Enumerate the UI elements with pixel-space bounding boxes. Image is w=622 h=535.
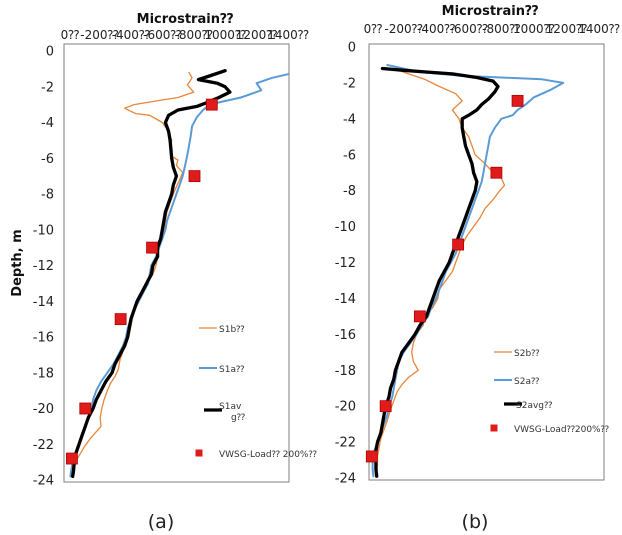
legend-marker-vwsg (195, 449, 203, 457)
panel-b-legend: S2b⁇ S2a⁇ VWSG-Load⁇200%⁇ S2avg⁇ (490, 349, 609, 435)
panel-a-x-tick-label: -400⁇ (112, 28, 150, 42)
vwsg-load-marker (490, 166, 503, 179)
panel-b-x-tick-label: 1200⁇ (546, 22, 588, 36)
panel-a-y-tick-label: -6 (41, 152, 54, 167)
vwsg-load-marker (365, 450, 378, 463)
panel-a-title: Microstrain⁇ (137, 12, 234, 27)
vwsg-load-marker (452, 238, 465, 251)
panel-a-y-tick-labels: 0 -2 -4 -6 -8 -10 -12 -14 -16 -18 -20 -22 -24 (33, 45, 54, 489)
panel-a-plot-frame (63, 43, 290, 483)
panel-b-x-tick-label: 1400⁇ (578, 22, 620, 36)
vwsg-load-marker (379, 400, 392, 413)
panel-b-x-tick-label: -200⁇ (384, 22, 422, 36)
panel-b-y-tick-label: -18 (335, 364, 356, 379)
panel-a-y-tick-label: -14 (33, 295, 54, 310)
legend-marker-vwsg (490, 424, 498, 432)
panel-a-y-tick-label: -12 (33, 259, 54, 274)
panel-b-y-tick-label: -14 (335, 292, 356, 307)
vwsg-load-marker (66, 452, 78, 465)
panel-b-caption: (b) (462, 511, 489, 533)
panel-a-x-tick-label: -800⁇ (175, 28, 213, 42)
panel-b-series (365, 64, 565, 478)
panel-a-y-tick-label: -10 (33, 223, 54, 238)
panel-a-x-tick-label: -200⁇ (80, 28, 118, 42)
panel-a-y-tick-label: -20 (33, 402, 54, 417)
panel-a-y-tick-label: -16 (33, 331, 54, 346)
panel-a-y-axis-label: Depth, m (10, 229, 25, 296)
panel-b-y-tick-label: -24 (335, 472, 356, 487)
legend-label: S1b⁇ (219, 325, 244, 335)
legend-label: S2a⁇ (514, 377, 539, 387)
panel-b-y-tick-label: -20 (335, 400, 356, 415)
panel-b: Microstrain⁇ (b) 0⁇ -200⁇-400⁇-600⁇-800⁇1… (335, 4, 620, 533)
vwsg-load-marker (511, 94, 524, 107)
legend-label: VWSG-Load⁇ 200%⁇ (219, 450, 317, 460)
vwsg-load-marker (188, 170, 201, 183)
panel-b-y-tick-label: -2 (343, 76, 356, 91)
panel-b-y-tick-label: -10 (335, 220, 356, 235)
panel-b-x-tick-label: -600⁇ (450, 22, 488, 36)
panel-a-x-tick-label: 1200⁇ (236, 28, 278, 42)
panel-a-y-tick-label: -4 (41, 116, 54, 131)
panel-b-x-tick-labels: 0⁇ -200⁇-400⁇-600⁇-800⁇1000⁇1200⁇1400⁇ (364, 22, 620, 36)
panel-b-y-tick-label: -16 (335, 328, 356, 343)
panel-b-y-tick-label: -22 (335, 436, 356, 451)
panel-b-x-tick-label: -800⁇ (482, 22, 520, 36)
legend-label: S2avg⁇ (516, 401, 552, 411)
panel-a: Microstrain⁇ Depth, m (a) 0⁇ -200⁇-400⁇-6… (10, 12, 317, 533)
panel-b-plot-frame (368, 43, 605, 481)
panel-b-y-tick-label: -6 (343, 148, 356, 163)
panel-b-y-tick-labels: 0 -2 -4 -6 -8 -10 -12 -14 -16 -18 -20 -22 -24 (335, 41, 356, 487)
panel-a-x-tick-label: 0⁇ (61, 28, 80, 42)
panel-b-x-tick-label: 1000⁇ (513, 22, 555, 36)
panel-a-y-tick-label: -22 (33, 438, 54, 453)
vwsg-load-marker (413, 310, 426, 323)
panel-a-series (66, 69, 289, 479)
panel-b-x-tick-label: 0⁇ (364, 22, 383, 36)
panel-b-y-tick-label: -12 (335, 256, 356, 271)
legend-label: S2b⁇ (514, 349, 539, 359)
panel-b-y-tick-label: 0 (348, 41, 356, 56)
panel-b-x-tick-label: -400⁇ (417, 22, 455, 36)
legend-label: S1av g⁇ (219, 402, 245, 423)
vwsg-load-marker (79, 402, 92, 415)
panel-a-y-tick-label: 0 (46, 45, 54, 60)
panel-a-x-tick-label: -600⁇ (143, 28, 181, 42)
panel-a-legend: S1b⁇ S1a⁇ VWSG-Load⁇ 200%⁇ S1av g⁇ (195, 325, 317, 460)
panel-a-y-tick-label: -2 (41, 80, 54, 95)
panel-a-y-tick-label: -18 (33, 366, 54, 381)
vwsg-load-marker (114, 313, 127, 326)
panel-b-y-tick-label: -8 (343, 184, 356, 199)
legend-label: S1a⁇ (219, 365, 244, 375)
vwsg-load-marker (205, 98, 218, 111)
panel-a-y-tick-label: -8 (41, 188, 54, 203)
panel-a-x-tick-label: 1000⁇ (204, 28, 246, 42)
panel-a-caption: (a) (148, 511, 174, 533)
legend-label: VWSG-Load⁇200%⁇ (514, 425, 609, 435)
panel-a-y-tick-label: -24 (33, 474, 54, 489)
panel-b-title: Microstrain⁇ (442, 4, 539, 19)
panel-a-x-tick-labels: 0⁇ -200⁇-400⁇-600⁇-800⁇1000⁇1200⁇1400⁇ (61, 28, 309, 42)
vwsg-load-marker (146, 241, 158, 254)
panel-b-y-tick-label: -4 (343, 112, 356, 127)
panel-a-x-tick-label: 1400⁇ (267, 28, 309, 42)
